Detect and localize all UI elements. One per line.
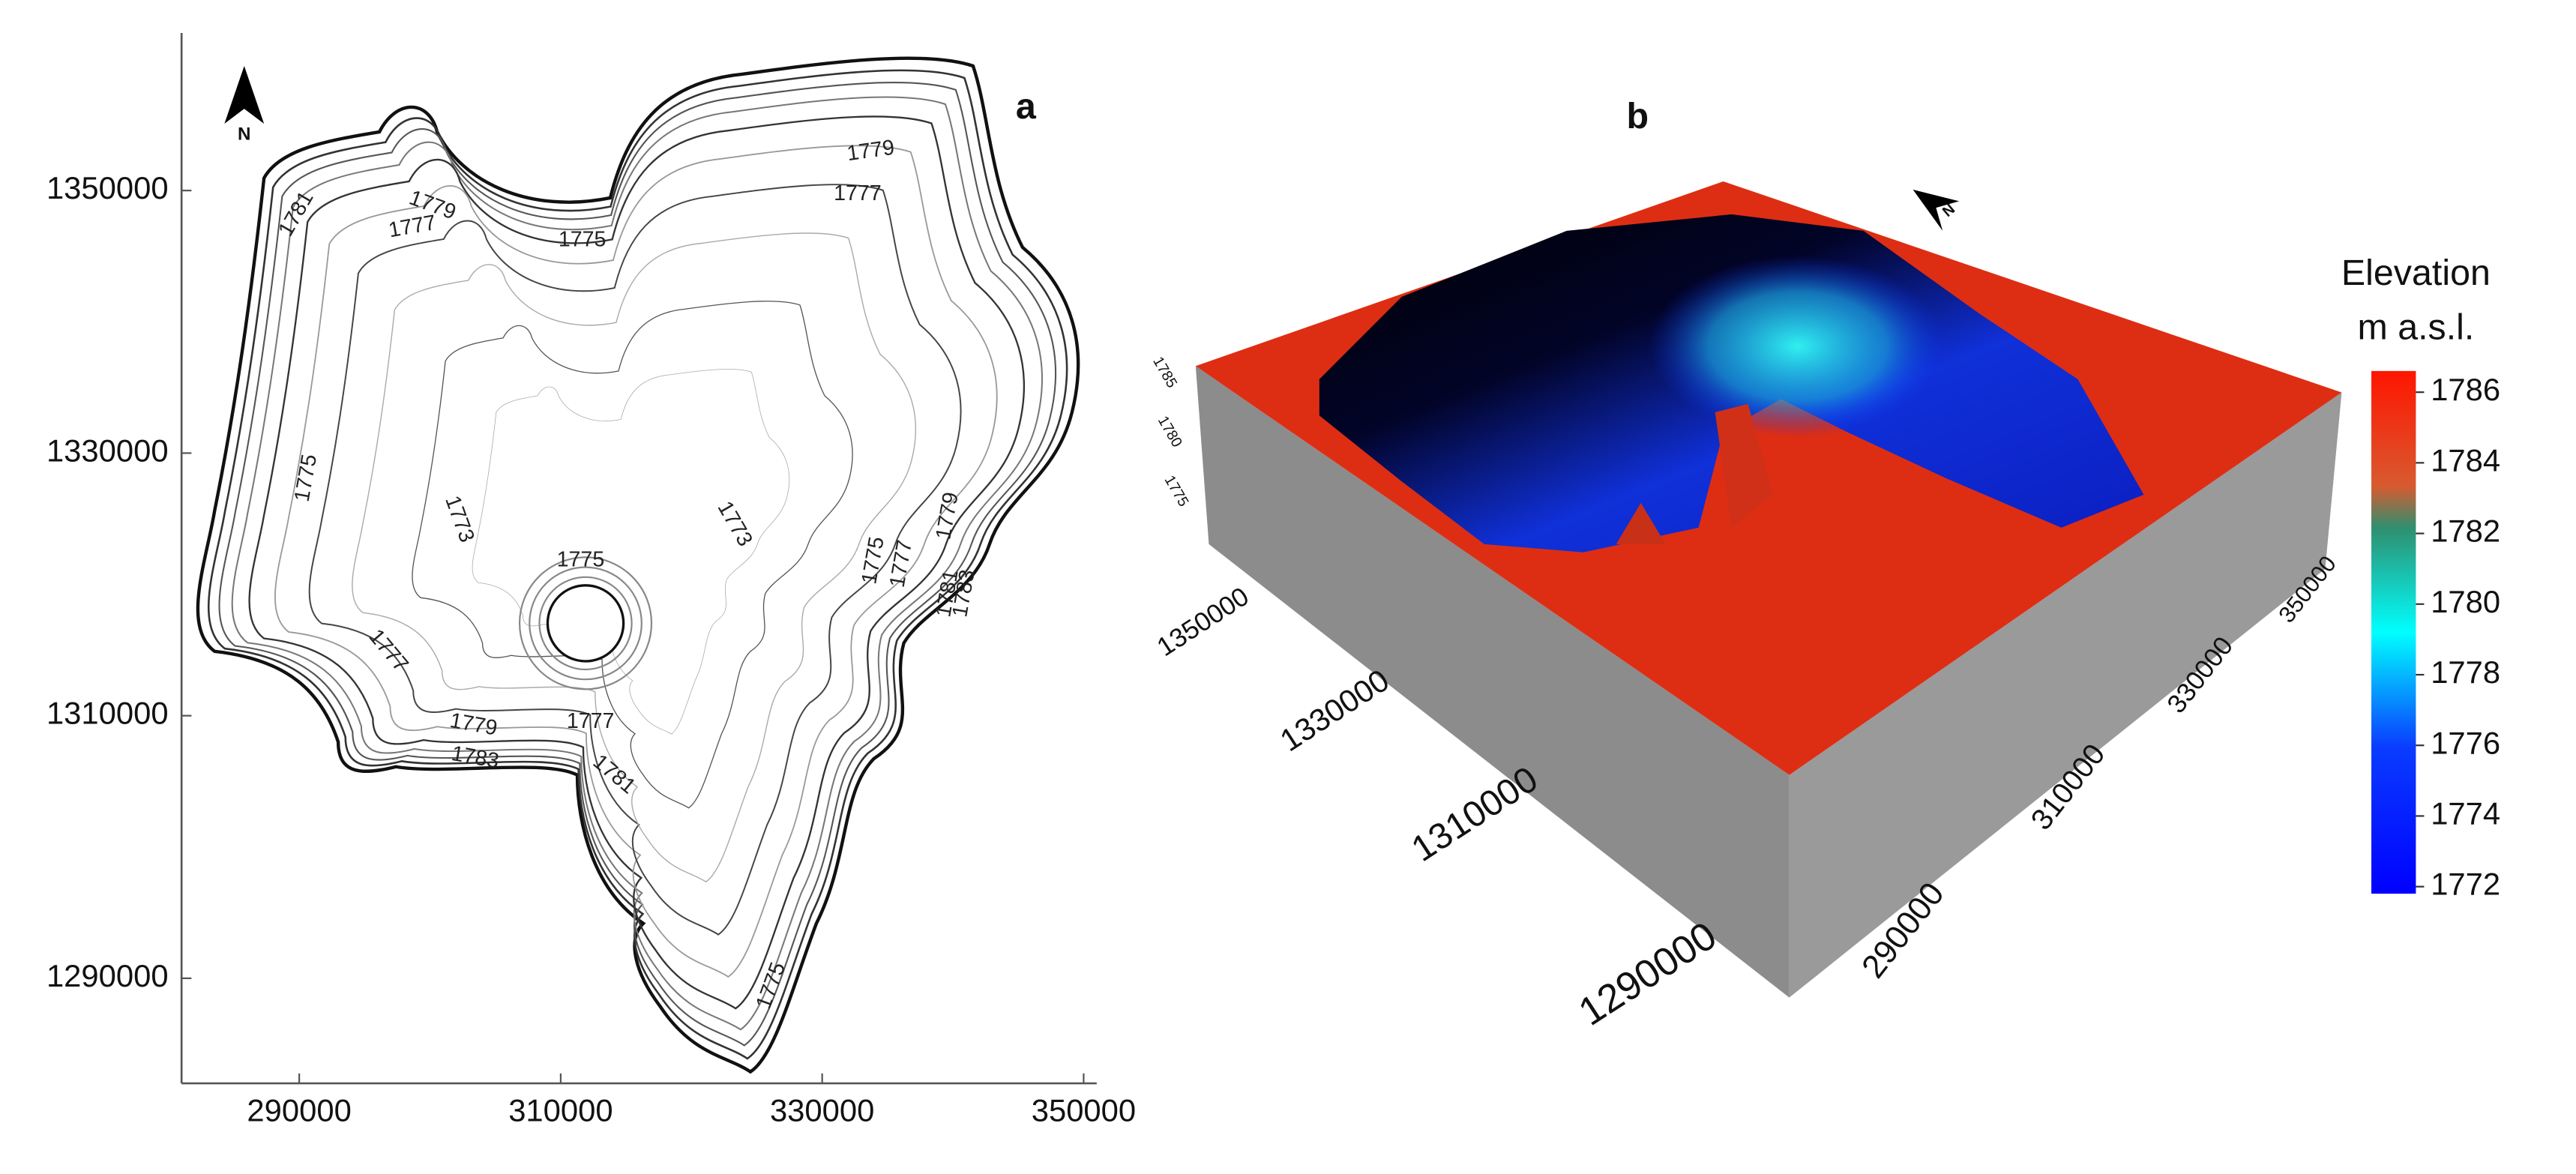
box-left-face — [1195, 366, 1790, 998]
contour-label: 1775 — [559, 228, 607, 252]
z-axis-label: 1775 — [1161, 472, 1192, 509]
contour-line — [472, 369, 790, 735]
y-tick-label: 1290000 — [46, 958, 169, 993]
contour-label: 1777 — [364, 624, 413, 676]
colorbar-tick-label: 1772 — [2431, 867, 2500, 902]
contour-label: 1777 — [387, 211, 438, 243]
x-tick-label: 310000 — [508, 1093, 613, 1128]
colorbar-tick-label: 1778 — [2431, 654, 2500, 690]
x-tick-label: 290000 — [247, 1093, 351, 1128]
box-right-face — [1789, 392, 2342, 998]
north-arrow — [224, 65, 265, 124]
y-tick-label: 1330000 — [46, 433, 169, 468]
y-axis-label: 1330000 — [1274, 662, 1395, 758]
contour-label: 1775 — [857, 535, 889, 586]
y-tick-label: 1310000 — [46, 696, 169, 731]
colorbar-tick-label: 1782 — [2431, 514, 2500, 549]
contour-label: 1773 — [712, 497, 757, 550]
contour-label: 1773 — [440, 493, 479, 546]
contour-line — [274, 145, 998, 978]
colorbar — [2371, 370, 2416, 894]
contour-label: 1777 — [834, 181, 882, 205]
ridge — [1715, 403, 1773, 528]
contour-label: 1779 — [846, 136, 896, 166]
contour-line — [218, 81, 1057, 1047]
colorbar-tick-label: 1780 — [2431, 584, 2500, 619]
x-tick-label: 330000 — [770, 1093, 874, 1128]
contour-line — [352, 232, 917, 883]
contour-line — [248, 115, 1026, 1010]
contour-lines — [196, 56, 1080, 1074]
contour-label: 1781 — [589, 750, 640, 798]
colorbar-title: Elevation — [2341, 253, 2491, 293]
contour-label: 1775 — [290, 453, 322, 504]
colorbar-tick-label: 1776 — [2431, 725, 2500, 760]
contour-line — [208, 69, 1068, 1060]
contour-line — [308, 184, 962, 936]
contour-label: 1777 — [885, 538, 918, 589]
z-axis-label: 1785 — [1149, 354, 1180, 391]
panel-label: a — [1016, 86, 1037, 127]
colorbar-tick-label: 1784 — [2431, 442, 2500, 478]
contour-line — [412, 301, 853, 809]
colorbar-unit: m a.s.l. — [2357, 307, 2474, 348]
colorbar-tick-label: 1774 — [2431, 795, 2500, 831]
ridge — [1616, 502, 1666, 544]
panel-label: b — [1626, 96, 1649, 136]
y-axis-label: 1310000 — [1404, 759, 1544, 870]
contour-label: 1775 — [557, 547, 605, 571]
y-axis-label: 1290000 — [1571, 913, 1724, 1034]
y-tick-label: 1350000 — [46, 170, 169, 205]
depression-slope — [1649, 255, 1946, 437]
x-tick-label: 350000 — [1032, 1093, 1136, 1128]
island — [518, 556, 653, 690]
y-axis-label: 1350000 — [1152, 582, 1254, 662]
north-label: N — [238, 124, 250, 145]
contour-line — [196, 56, 1080, 1074]
colorbar-tick-label: 1786 — [2431, 372, 2500, 407]
z-axis-label: 1780 — [1155, 413, 1185, 450]
contour-map: N a 290000 310000 330000 350000 1290000 13100… — [46, 32, 1136, 1128]
north-arrow — [1913, 189, 1960, 231]
surface-3d: N b Elevation m a.s.l. 12900001310000133… — [1149, 96, 2500, 1035]
contour-label: 1779 — [448, 708, 499, 741]
contour-label: 1777 — [567, 709, 615, 733]
contour-label: 1779 — [931, 490, 963, 541]
contour-label: 1775 — [751, 959, 790, 1012]
contour-line — [231, 96, 1043, 1031]
